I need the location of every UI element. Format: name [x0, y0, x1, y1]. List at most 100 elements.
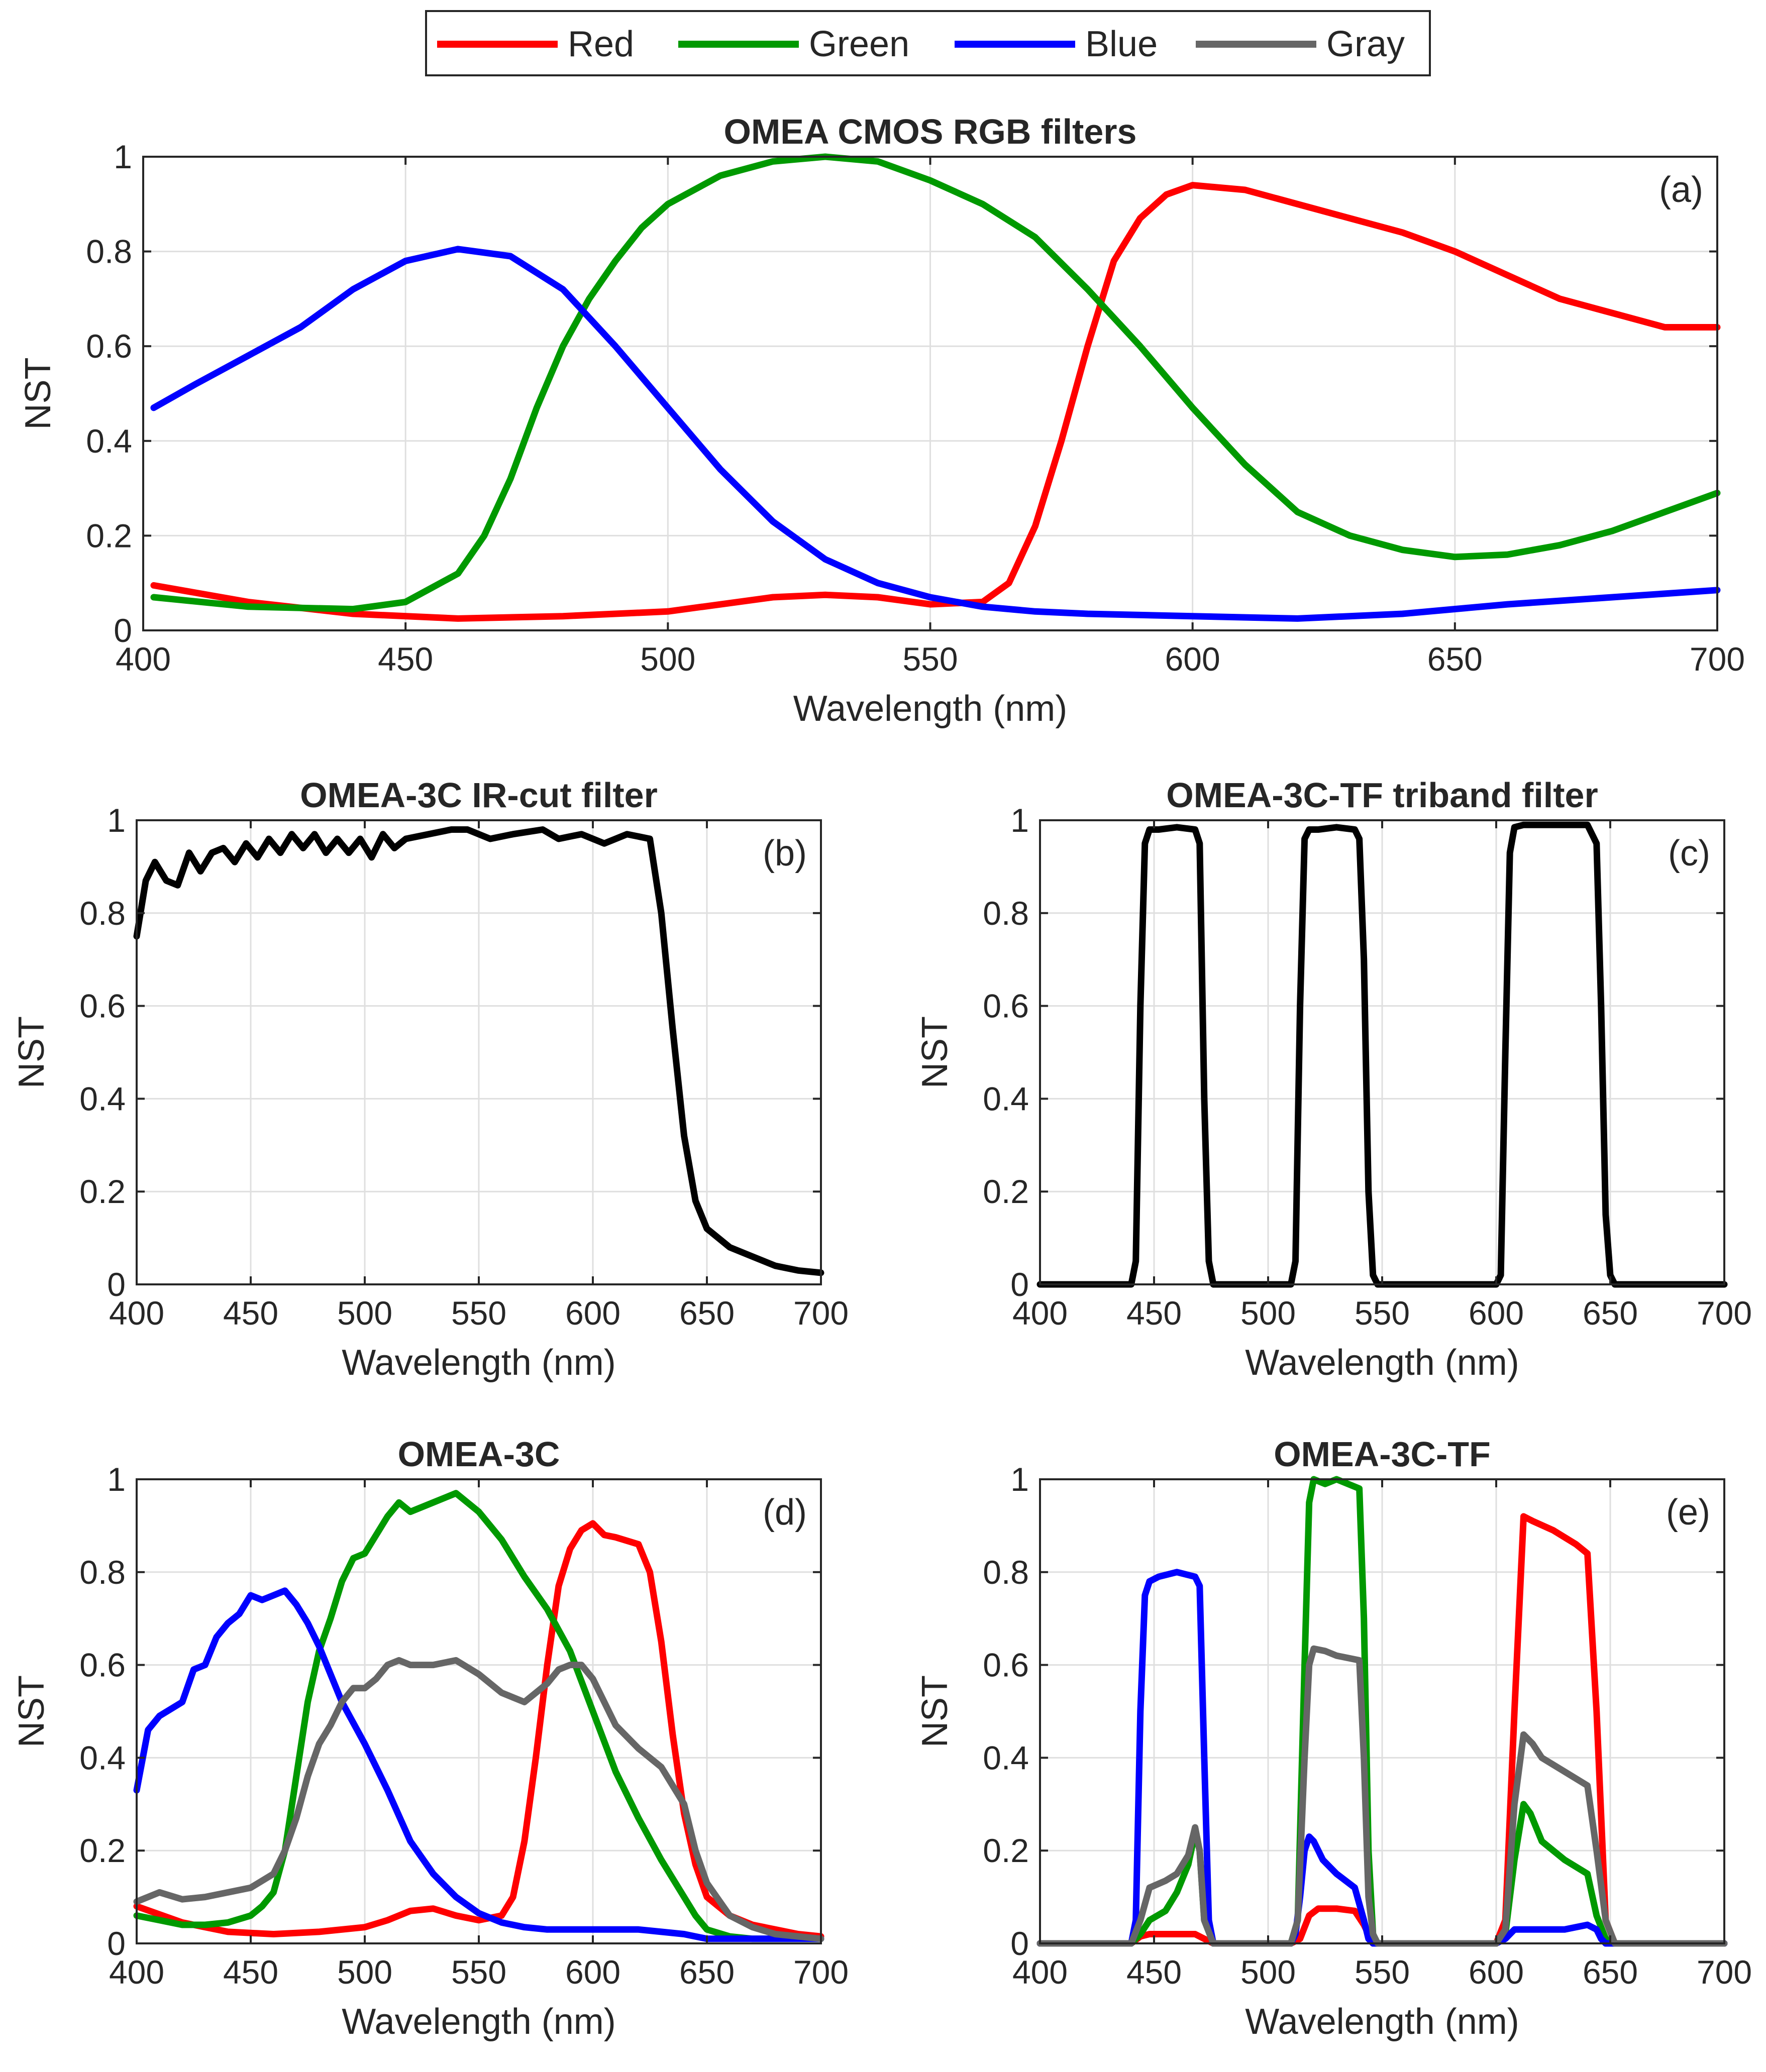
panel-b-ytick-label-0: 0 [107, 1266, 126, 1303]
panel-a-label: (a) [1659, 170, 1703, 210]
panel-a-xtick-label-1: 450 [378, 640, 433, 678]
panel-e-ytick-label-2: 0.4 [983, 1739, 1029, 1776]
panel-d-series [133, 1490, 824, 1942]
panel-d-ytick-label-5: 1 [107, 1461, 126, 1498]
panel-b-xtick-label-5: 650 [679, 1294, 735, 1332]
panel-a-series-red [150, 182, 1721, 622]
legend-label-gray: Gray [1326, 24, 1405, 64]
panel-a-ytick-label-0: 0 [114, 612, 132, 649]
panel-b-label: (b) [763, 833, 807, 874]
panel-c-ytick-label-0: 0 [1010, 1266, 1029, 1303]
panel-d-xtick-label-6: 700 [793, 1953, 849, 1991]
panel-d-ytick-label-1: 0.2 [79, 1832, 126, 1869]
panel-b: 400 450 500 550 600 650 700 0 0.2 0.4 0.6 0.8 1 OMEA… [12, 776, 849, 1383]
legend-label-green: Green [809, 24, 909, 64]
panel-b-series [133, 826, 824, 1276]
panel-e-series-blue [1036, 1569, 1728, 1947]
panel-d-xtick-label-3: 550 [451, 1953, 506, 1991]
panel-b-xtick-label-6: 700 [793, 1294, 849, 1332]
legend-label-red: Red [568, 24, 634, 64]
panel-c-xtick-label-2: 500 [1240, 1294, 1296, 1332]
panel-b-ytick-label-2: 0.4 [79, 1080, 126, 1117]
panel-e-ytick-label-3: 0.6 [983, 1647, 1029, 1684]
panel-c-xtick-label-1: 450 [1126, 1294, 1182, 1332]
panel-b-xtick-label-4: 600 [565, 1294, 620, 1332]
panel-e-title: OMEA-3C-TF [1274, 1435, 1491, 1474]
panel-e-xlabel: Wavelength (nm) [1245, 2002, 1519, 2042]
panel-c-xtick-label-6: 700 [1697, 1294, 1752, 1332]
panel-b-title: OMEA-3C IR-cut filter [300, 776, 658, 815]
panel-e-series-green [1036, 1476, 1728, 1947]
panel-c-xtick-label-0: 400 [1012, 1294, 1068, 1332]
panel-d-label: (d) [763, 1492, 807, 1533]
panel-a-ticks: 400 450 500 550 600 650 700 0 0.2 0.4 0.6 0.8 1 [86, 138, 1745, 678]
panel-d-ytick-label-0: 0 [107, 1925, 126, 1962]
panel-e-xtick-label-0: 400 [1012, 1953, 1068, 1991]
panel-e-xtick-label-5: 650 [1583, 1953, 1638, 1991]
panel-c-ytick-label-5: 1 [1010, 802, 1029, 839]
panel-e-ytick-label-0: 0 [1010, 1925, 1029, 1962]
panel-a-xtick-label-3: 550 [902, 640, 958, 678]
panel-c-ylabel: NST [915, 1016, 955, 1088]
panel-b-ytick-label-5: 1 [107, 802, 126, 839]
panel-d-xtick-label-5: 650 [679, 1953, 735, 1991]
panel-e-ticks: 400 450 500 550 600 650 700 0 0.2 0.4 0.6 0.8 1 [983, 1461, 1752, 1991]
panel-e-series-red [1036, 1513, 1728, 1947]
panel-a-xtick-label-6: 700 [1690, 640, 1745, 678]
panel-e-xtick-label-2: 500 [1240, 1953, 1296, 1991]
panel-e-ytick-label-4: 0.8 [983, 1554, 1029, 1591]
panel-a-xtick-label-0: 400 [116, 640, 171, 678]
panel-a-ytick-label-3: 0.6 [86, 328, 132, 365]
panel-b-ytick-label-3: 0.6 [79, 988, 126, 1025]
panel-c-xtick-label-3: 550 [1355, 1294, 1410, 1332]
panel-d-series-gray [133, 1657, 824, 1942]
panel-e: 400 450 500 550 600 650 700 0 0.2 0.4 0.6 0.8 1 OMEA… [915, 1435, 1752, 2042]
panel-e-xtick-label-4: 600 [1469, 1953, 1524, 1991]
panel-a: 400 450 500 550 600 650 700 0 0.2 0.4 0.6 0.8 1 OMEA… [18, 112, 1745, 729]
panel-e-ylabel: NST [915, 1675, 955, 1748]
panel-d: 400 450 500 550 600 650 700 0 0.2 0.4 0.6 0.8 1 OMEA… [12, 1435, 849, 2042]
panel-e-ytick-label-5: 1 [1010, 1461, 1029, 1498]
panel-c-ytick-label-2: 0.4 [983, 1080, 1029, 1117]
panel-a-ytick-label-5: 1 [114, 138, 132, 175]
panel-a-series-green [150, 153, 1721, 613]
panel-d-ytick-label-4: 0.8 [79, 1554, 126, 1591]
panel-a-ytick-label-2: 0.4 [86, 422, 132, 460]
panel-b-ticks: 400 450 500 550 600 650 700 0 0.2 0.4 0.6 0.8 1 [79, 802, 849, 1332]
panel-c: 400 450 500 550 600 650 700 0 0.2 0.4 0.6 0.8 1 OMEA… [915, 776, 1752, 1383]
panel-e-series [1036, 1476, 1728, 1947]
panel-c-title: OMEA-3C-TF triband filter [1166, 776, 1598, 815]
panel-b-series-ir-cut [133, 826, 824, 1276]
panel-d-xtick-label-0: 400 [109, 1953, 164, 1991]
panel-c-xlabel: Wavelength (nm) [1245, 1343, 1519, 1383]
panel-b-ytick-label-4: 0.8 [79, 895, 126, 932]
panel-a-ylabel: NST [18, 358, 58, 430]
panel-d-series-green [133, 1490, 824, 1942]
panel-e-ytick-label-1: 0.2 [983, 1832, 1029, 1869]
panel-c-label: (c) [1668, 833, 1710, 874]
panel-c-xtick-label-5: 650 [1583, 1294, 1638, 1332]
panel-b-xlabel: Wavelength (nm) [342, 1343, 616, 1383]
legend-label-blue: Blue [1085, 24, 1158, 64]
panel-a-xtick-label-2: 500 [640, 640, 695, 678]
panel-b-ytick-label-1: 0.2 [79, 1173, 126, 1210]
panel-a-series-blue [150, 246, 1721, 622]
panel-a-ytick-label-4: 0.8 [86, 233, 132, 270]
panel-e-series-gray [1036, 1645, 1728, 1947]
panel-a-ytick-label-1: 0.2 [86, 517, 132, 554]
panel-a-title: OMEA CMOS RGB filters [724, 112, 1137, 151]
panel-a-xtick-label-5: 650 [1427, 640, 1483, 678]
panel-d-ylabel: NST [12, 1675, 52, 1748]
panel-b-xtick-label-1: 450 [223, 1294, 278, 1332]
panel-d-ytick-label-2: 0.4 [79, 1739, 126, 1776]
panel-d-title: OMEA-3C [398, 1435, 560, 1474]
panel-a-series [150, 153, 1721, 622]
panel-c-series-triband [1036, 821, 1728, 1288]
panel-b-xtick-label-3: 550 [451, 1294, 506, 1332]
panel-d-ticks: 400 450 500 550 600 650 700 0 0.2 0.4 0.6 0.8 1 [79, 1461, 849, 1991]
legend: Red Green Blue Gray [425, 10, 1431, 76]
panel-d-xlabel: Wavelength (nm) [342, 2002, 616, 2042]
panel-d-ytick-label-3: 0.6 [79, 1647, 126, 1684]
